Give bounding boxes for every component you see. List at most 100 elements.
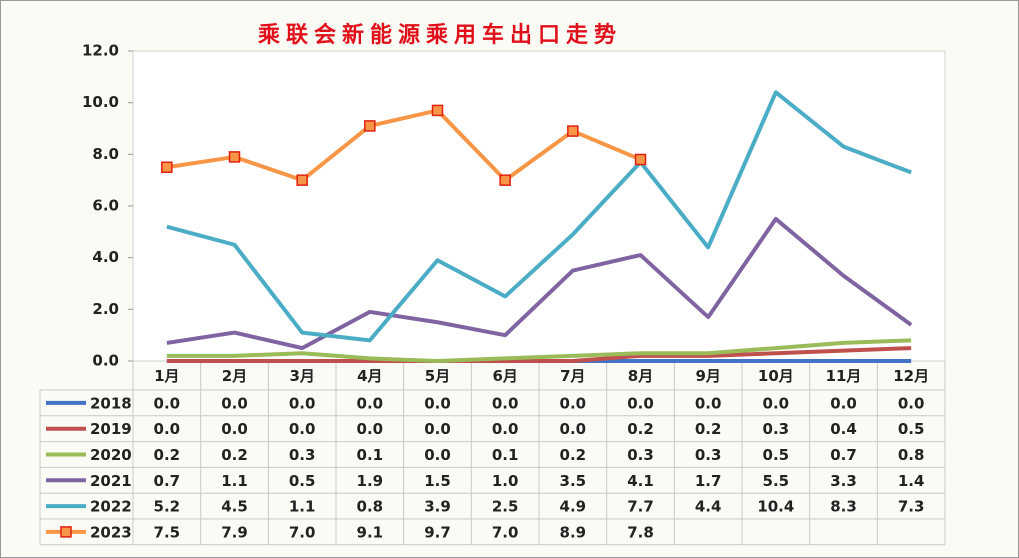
table-value: 0.2 (560, 446, 587, 464)
table-value: 0.2 (154, 446, 181, 464)
plot-area (132, 50, 946, 362)
x-tick-label: 11月 (826, 367, 862, 385)
y-tick-label: 4.0 (92, 248, 119, 266)
table-value: 0.3 (695, 446, 722, 464)
table-value: 5.2 (154, 498, 181, 516)
series-line (166, 338, 912, 363)
legend-label: 2019 (90, 420, 132, 438)
table-value: 0.7 (154, 472, 181, 490)
table-value: 0.0 (289, 420, 316, 438)
table-value: 0.3 (627, 446, 654, 464)
table-value: 0.0 (627, 394, 654, 412)
legend-label: 2018 (90, 394, 132, 412)
table-value: 0.0 (357, 394, 384, 412)
table-value: 0.1 (492, 446, 519, 464)
table-value: 0.0 (898, 394, 925, 412)
table-value: 1.9 (357, 472, 384, 490)
series-line (166, 90, 912, 343)
x-tick-label: 4月 (357, 367, 382, 385)
point-marker (634, 153, 647, 166)
series-line (166, 108, 642, 183)
table-value: 0.0 (221, 394, 248, 412)
table-value: 0.0 (560, 394, 587, 412)
table-value: 0.2 (695, 420, 722, 438)
table-value: 5.5 (763, 472, 790, 490)
table-value: 0.0 (560, 420, 587, 438)
table-value: 1.1 (221, 472, 248, 490)
table-value: 7.0 (492, 523, 519, 541)
table-value: 0.0 (154, 394, 181, 412)
x-tick-label: 5月 (425, 367, 450, 385)
table-value: 0.0 (357, 420, 384, 438)
table-value: 7.0 (289, 523, 316, 541)
x-tick-label: 9月 (695, 367, 720, 385)
table-value: 8.3 (830, 498, 857, 516)
table-value: 8.9 (560, 523, 587, 541)
table-value: 0.1 (357, 446, 384, 464)
table-value: 0.3 (289, 446, 316, 464)
point-marker (161, 161, 173, 173)
x-tick-label: 7月 (560, 367, 585, 385)
table-value: 0.0 (830, 394, 857, 412)
y-tick-label: 2.0 (92, 300, 119, 318)
x-tick-label: 12月 (893, 367, 929, 385)
table-value: 0.5 (898, 420, 925, 438)
table-value: 0.0 (424, 394, 451, 412)
table-value: 4.4 (695, 498, 722, 516)
table-value: 0.0 (492, 420, 519, 438)
x-tick-label: 6月 (492, 367, 517, 385)
table-value: 7.7 (627, 498, 654, 516)
table-value: 3.5 (560, 472, 587, 490)
point-marker (296, 174, 308, 186)
series-line (166, 216, 913, 351)
table-value: 1.1 (289, 498, 316, 516)
table-value: 0.5 (763, 446, 790, 464)
x-tick-label: 8月 (628, 367, 653, 385)
table-value: 0.7 (830, 446, 857, 464)
table-value: 0.5 (289, 472, 316, 490)
table-value: 7.3 (898, 498, 925, 516)
y-tick-label: 6.0 (92, 197, 119, 215)
table-value: 0.0 (221, 420, 248, 438)
table-value: 3.9 (424, 498, 451, 516)
legend-label: 2023 (90, 523, 132, 541)
table-value: 4.9 (560, 498, 587, 516)
point-marker (499, 174, 511, 186)
table-value: 0.8 (357, 498, 384, 516)
table-value: 2.5 (492, 498, 519, 516)
x-tick-label: 3月 (289, 367, 314, 385)
table-value: 0.0 (289, 394, 316, 412)
table-value: 1.0 (492, 472, 519, 490)
x-tick-label: 10月 (758, 367, 794, 385)
y-tick-label: 10.0 (82, 93, 119, 111)
table-value: 1.4 (898, 472, 925, 490)
chart-title: 乘联会新能源乘用车出口走势 (257, 22, 622, 48)
table-value: 0.0 (695, 394, 722, 412)
table-value: 9.7 (424, 523, 451, 541)
table-value: 0.3 (763, 420, 790, 438)
table-value: 0.2 (627, 420, 654, 438)
point-marker (364, 120, 376, 132)
y-tick-label: 8.0 (92, 145, 119, 163)
legend-label: 2021 (90, 472, 132, 490)
series-line (166, 346, 912, 363)
table-value: 0.2 (221, 446, 248, 464)
point-marker (431, 104, 444, 117)
table-value: 1.7 (695, 472, 722, 490)
table-value: 1.5 (424, 472, 451, 490)
table-value: 0.0 (424, 446, 451, 464)
table-value: 9.1 (357, 523, 384, 541)
table-value: 0.8 (898, 446, 925, 464)
table-value: 0.0 (763, 394, 790, 412)
table-value: 0.0 (492, 394, 519, 412)
x-tick-label: 1月 (154, 367, 179, 385)
table-value: 0.0 (424, 420, 451, 438)
table-value: 3.3 (830, 472, 857, 490)
x-tick-label: 2月 (222, 367, 247, 385)
table-value: 4.5 (221, 498, 248, 516)
legend-label: 2020 (90, 446, 132, 464)
table-value: 7.9 (221, 523, 248, 541)
y-tick-label: 12.0 (82, 42, 119, 60)
legend-label: 2022 (90, 498, 132, 516)
